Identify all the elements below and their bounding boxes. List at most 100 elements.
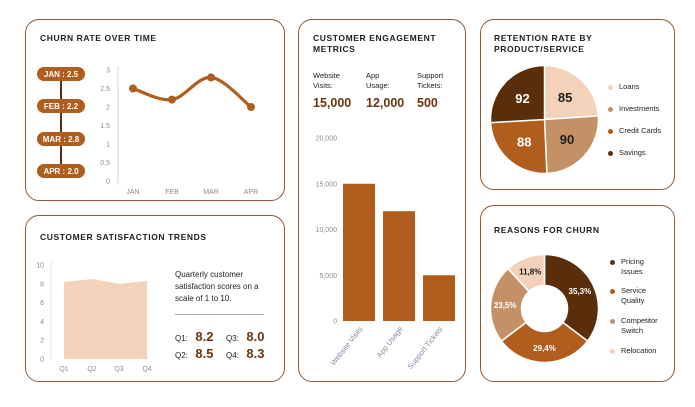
engagement-bar — [343, 183, 375, 321]
y-tick-label: 6 — [40, 300, 44, 307]
metric-label: Visits: — [313, 81, 333, 90]
y-tick-label: 4 — [40, 319, 44, 326]
score-q3: Q3: 8.0 — [226, 328, 264, 346]
churn-series-line — [131, 75, 253, 109]
retention-slice — [489, 64, 546, 124]
churn-data-point — [247, 103, 255, 111]
satisfaction-card: CUSTOMER SATISFACTION TRENDS 0 2 4 6 8 10 Q1 Q2… — [25, 215, 285, 382]
y-tick-label: 2.5 — [100, 86, 110, 93]
legend-item: Loans — [608, 82, 639, 92]
satisfaction-chart: 0 2 4 6 8 10 Q1 Q2 Q3 Q4 — [36, 262, 152, 373]
reasons-slice — [489, 267, 531, 343]
x-tick-label: Support Tickets — [406, 325, 445, 371]
reasons-title: REASONS FOR CHURN — [494, 225, 600, 235]
reasons-slice-label: 29,4% — [533, 344, 556, 353]
churn-rate-title: CHURN RATE OVER TIME — [40, 33, 157, 43]
y-tick-label: 0 — [40, 357, 44, 364]
legend-label-line: Competitor — [621, 316, 658, 325]
legend-label-line: Switch — [621, 326, 644, 335]
x-tick-label: APR — [244, 189, 258, 196]
legend-item: Relocation — [610, 346, 656, 356]
score-label: Q1: — [175, 334, 188, 343]
x-tick-label: Q4 — [142, 366, 151, 373]
churn-label-text: FEB : 2.2 — [44, 102, 79, 111]
churn-label-pill — [37, 67, 85, 81]
satisfaction-divider — [175, 314, 264, 315]
metric-value: 12,000 — [366, 96, 405, 110]
engagement-metric-website: Website Visits: 15,000 — [313, 71, 351, 109]
churn-label-pill — [37, 132, 85, 146]
score-q1: Q1: 8.2 — [175, 328, 213, 346]
legend-item: Savings — [608, 148, 646, 158]
legend-swatch — [610, 348, 615, 354]
y-tick-label: 8 — [40, 281, 44, 288]
reasons-slice-label: 35,3% — [569, 287, 592, 296]
engagement-bar — [423, 275, 455, 321]
metric-label: Website — [313, 71, 340, 80]
score-value: 8.2 — [195, 329, 214, 344]
metric-value: 500 — [417, 96, 438, 110]
legend-item: Competitor Switch — [610, 316, 658, 336]
score-label: Q2: — [175, 351, 188, 360]
churn-label-text: MAR : 2.8 — [43, 135, 80, 144]
x-tick-label: Website Visits — [329, 324, 365, 367]
legend-item: Pricing Issues — [610, 257, 644, 277]
x-tick-label: Q1 — [59, 366, 68, 373]
reasons-slice — [506, 253, 546, 293]
metric-label: Tickets: — [417, 81, 443, 90]
legend-label: Credit Cards — [619, 126, 662, 135]
retention-slice — [489, 118, 548, 175]
legend-label: Loans — [619, 82, 640, 91]
metric-label: Support — [417, 71, 444, 80]
engagement-title: CUSTOMER ENGAGEMENT METRICS — [313, 33, 436, 55]
y-tick-label: 5,000 — [319, 273, 337, 280]
engagement-bar-chart: 0 5,000 10,000 15,000 20,000 Website Visits Ap… — [316, 136, 455, 371]
legend-swatch — [608, 128, 613, 134]
y-tick-label: 0 — [106, 179, 110, 186]
x-tick-label: Q3 — [114, 366, 123, 373]
satisfaction-title: CUSTOMER SATISFACTION TRENDS — [40, 232, 207, 242]
score-q4: Q4: 8.3 — [226, 345, 264, 363]
metric-label: Usage: — [366, 81, 390, 90]
churn-label-text: JAN : 2.5 — [44, 70, 79, 79]
x-tick-label: MAR — [203, 189, 219, 196]
y-tick-label: 2 — [106, 105, 110, 112]
y-tick-label: 0.5 — [100, 160, 110, 167]
legend-swatch — [608, 84, 613, 90]
reasons-slice-label: 11,8% — [519, 268, 541, 277]
x-tick-label: App Usage — [375, 325, 405, 360]
reasons-card: REASONS FOR CHURN 35,3% 29,4% 23,5% 11,8% P… — [480, 205, 675, 382]
satisfaction-area — [64, 279, 147, 359]
score-label: Q4: — [226, 351, 239, 360]
score-label: Q3: — [226, 334, 239, 343]
churn-rate-chart: 0 0.5 1 1.5 2 2.5 3 JAN FEB MAR APR JAN : 2.5 FEB : … — [37, 66, 258, 196]
y-tick-label: 2 — [40, 338, 44, 345]
legend-item: Service Quality — [610, 286, 646, 306]
retention-card: RETENTION RATE BY PRODUCT/SERVICE 85 90 88… — [480, 19, 675, 190]
engagement-card: CUSTOMER ENGAGEMENT METRICS Website Visi… — [298, 19, 466, 382]
y-tick-label: 20,000 — [316, 136, 338, 143]
legend-label: Service Quality — [621, 286, 646, 306]
metric-label: App — [366, 71, 380, 80]
legend-swatch — [608, 150, 613, 156]
legend-label: Savings — [619, 148, 646, 157]
retention-title: RETENTION RATE BY PRODUCT/SERVICE — [494, 33, 592, 55]
legend-label-line: Issues — [621, 267, 643, 276]
score-value: 8.3 — [246, 346, 265, 361]
retention-slice-label: 88 — [517, 134, 531, 149]
legend-swatch — [610, 318, 615, 324]
retention-slice-label: 90 — [560, 132, 574, 147]
y-tick-label: 15,000 — [316, 181, 338, 188]
y-tick-label: 1.5 — [100, 123, 110, 130]
legend-swatch — [608, 106, 613, 112]
reasons-slice-label: 23,5% — [494, 301, 517, 310]
engagement-title-line1: CUSTOMER ENGAGEMENT — [313, 33, 437, 43]
retention-title-line2: PRODUCT/SERVICE — [494, 44, 585, 54]
churn-rate-card: CHURN RATE OVER TIME 0 0.5 1 1.5 2 2.5 3 JAN FEB… — [25, 19, 285, 201]
legend-label: Relocation — [621, 346, 656, 356]
legend-label-line: Service — [621, 286, 647, 295]
engagement-metric-support: Support Tickets: 500 — [417, 71, 444, 110]
legend-label: Competitor Switch — [621, 316, 658, 336]
x-tick-label: JAN — [126, 189, 139, 196]
engagement-title-line2: METRICS — [313, 44, 356, 54]
